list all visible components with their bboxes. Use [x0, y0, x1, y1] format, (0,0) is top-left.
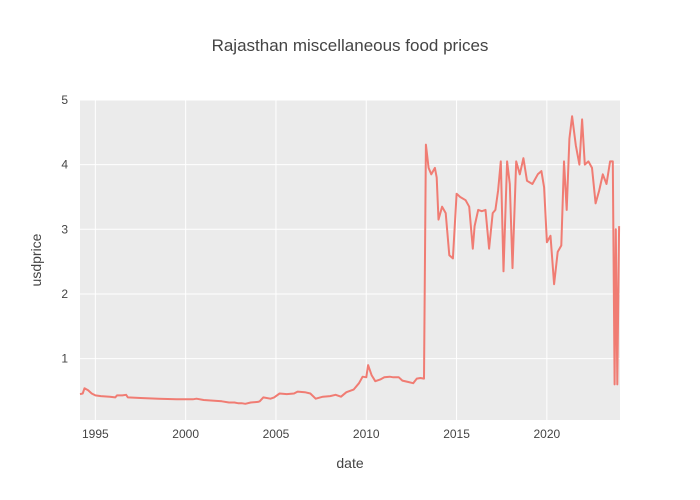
y-axis-title: usdprice — [28, 233, 44, 286]
y-gridlines — [80, 99, 620, 360]
x-tick-label: 1995 — [82, 427, 109, 441]
x-tick-label: 2015 — [443, 427, 470, 441]
x-tick-labels: 1995 2000 2005 2010 2015 2020 — [82, 427, 561, 441]
x-tick-label: 2020 — [534, 427, 561, 441]
y-tick-label: 3 — [61, 222, 68, 236]
x-tick-label: 2005 — [263, 427, 290, 441]
y-tick-label: 2 — [61, 287, 68, 301]
y-tick-labels: 1 2 3 4 5 — [61, 93, 68, 366]
y-tick-label: 1 — [61, 352, 68, 366]
y-tick-label: 5 — [61, 93, 68, 107]
x-tick-label: 2000 — [172, 427, 199, 441]
x-axis-title: date — [336, 455, 363, 471]
plot-area — [80, 100, 620, 420]
chart-title: Rajasthan miscellaneous food prices — [212, 36, 489, 55]
x-gridlines — [94, 100, 548, 420]
price-line — [79, 115, 621, 405]
x-tick-label: 2010 — [353, 427, 380, 441]
y-tick-label: 4 — [61, 158, 68, 172]
